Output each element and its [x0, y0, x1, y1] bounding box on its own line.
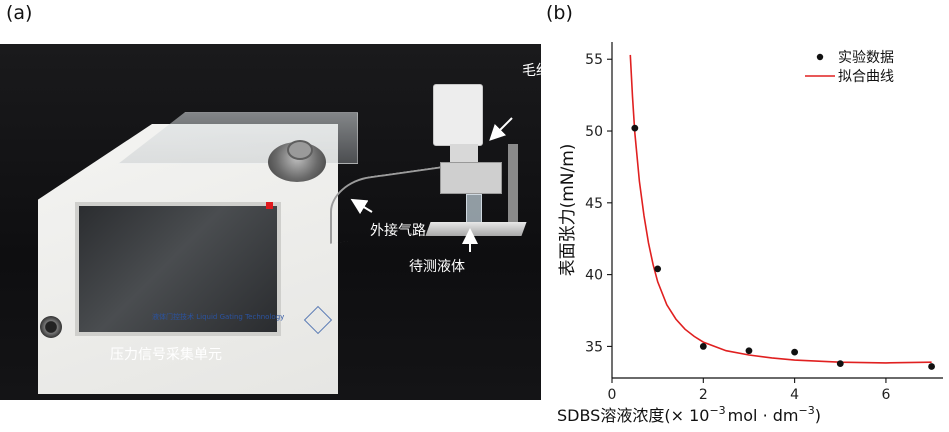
- stage-rod: [508, 144, 518, 224]
- capillary-arrow: [489, 117, 513, 141]
- capillary-housing: [433, 84, 483, 146]
- x-axis-label-prefix: SDBS溶液浓度(× 10: [557, 406, 709, 425]
- photo-arrows: [350, 117, 513, 252]
- capillary-clamp: [440, 162, 502, 194]
- fit-curve: [629, 54, 932, 364]
- x-axis-label-unit-exp: −3: [798, 404, 814, 417]
- x-axis-label-close: ): [815, 406, 821, 425]
- panel-label-b: (b): [546, 2, 573, 24]
- knob-cap: [287, 140, 313, 160]
- x-tick-label: 4: [790, 387, 799, 403]
- y-axis-label: 表面张力(mN/m): [558, 144, 578, 277]
- capillary-label: 毛细管: [522, 63, 541, 79]
- x-tick-label: 2: [699, 387, 708, 403]
- brand-logo-text: 液体门控技术 Liquid Gating Technology: [152, 313, 285, 321]
- axes: [611, 42, 943, 379]
- data-points-layer: [631, 124, 935, 370]
- y-tick-label: 45: [585, 196, 603, 212]
- y-tick-label: 50: [585, 124, 603, 140]
- y-tick-label: 40: [585, 268, 603, 284]
- surface-tension-chart: 0 2 4 6 35 40 45 50 55 实验数据 拟合曲线 表面张力(mN/m) SDBS…: [541, 0, 949, 432]
- x-axis-label: SDBS溶液浓度(× 10−3 mol · dm−3): [557, 404, 821, 425]
- data-point: [836, 360, 844, 368]
- tick-marks: 0 2 4 6 35 40 45 50 55: [585, 52, 890, 403]
- data-point: [791, 348, 799, 356]
- data-point: [745, 347, 753, 355]
- gas-line-arrow: [350, 198, 373, 215]
- device-screen: [75, 202, 281, 336]
- x-tick-label: 0: [608, 387, 617, 403]
- x-tick-label: 6: [881, 387, 890, 403]
- liquid-label: 待测液体: [409, 259, 465, 275]
- data-point: [928, 363, 935, 370]
- data-point: [699, 343, 707, 350]
- data-point: [631, 124, 639, 132]
- x-axis-label-unit: mol · dm: [728, 406, 799, 425]
- legend-label-fit: 拟合曲线: [838, 69, 894, 85]
- legend-label-data: 实验数据: [838, 50, 894, 66]
- indicator-light: [266, 202, 273, 209]
- y-tick-label: 55: [585, 52, 603, 68]
- gas-line-label: 外接气路: [370, 223, 426, 239]
- fit-curve-layer: [629, 54, 932, 364]
- panel-label-a: (a): [6, 2, 33, 24]
- device-photo: 液体门控技术 Liquid Gating Technology 毛细管 外接气路…: [0, 44, 541, 400]
- x-axis-label-exp: −3: [709, 404, 725, 417]
- data-point: [654, 265, 662, 273]
- acquisition-unit-label: 压力信号采集单元: [110, 347, 222, 363]
- legend-marker-data: [816, 53, 824, 61]
- legend: 实验数据 拟合曲线: [805, 50, 894, 85]
- chart-svg: 0 2 4 6 35 40 45 50 55 实验数据 拟合曲线 表面张力(mN/m) SDBS…: [557, 42, 943, 425]
- y-tick-label: 35: [585, 339, 603, 355]
- connector-port: [40, 316, 62, 338]
